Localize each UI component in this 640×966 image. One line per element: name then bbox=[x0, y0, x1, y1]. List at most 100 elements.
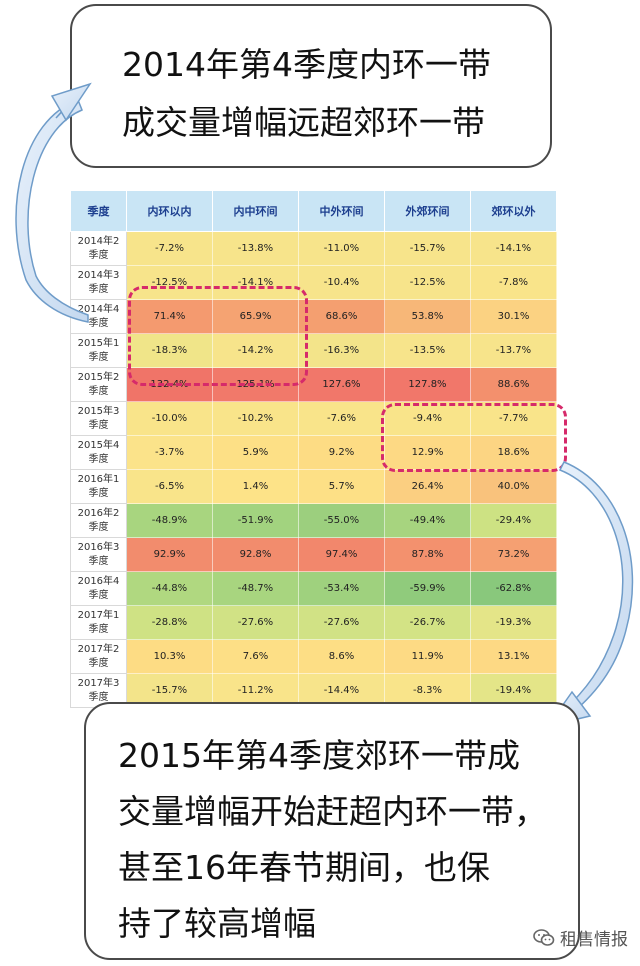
quarter-label: 2015年4 季度 bbox=[70, 435, 127, 470]
growth-cell: -7.8% bbox=[470, 265, 557, 300]
growth-cell: -48.7% bbox=[212, 571, 299, 606]
callout-top-line-1: 2014年第4季度内环一带 bbox=[122, 45, 491, 84]
growth-cell: 92.8% bbox=[212, 537, 299, 572]
quarter-label: 2017年1 季度 bbox=[70, 605, 127, 640]
growth-cell: -15.7% bbox=[384, 231, 471, 266]
quarter-label: 2015年1 季度 bbox=[70, 333, 127, 368]
growth-cell: -62.8% bbox=[470, 571, 557, 606]
growth-cell: -55.0% bbox=[298, 503, 385, 538]
table-row: 2014年2 季度 -7.2% -13.8% -11.0% -15.7% -14.1% bbox=[70, 231, 557, 266]
growth-cell: 127.6% bbox=[298, 367, 385, 402]
growth-cell: -51.9% bbox=[212, 503, 299, 538]
growth-cell: -18.3% bbox=[126, 333, 213, 368]
table-row: 2016年2 季度 -48.9% -51.9% -55.0% -49.4% -29.4% bbox=[70, 503, 557, 538]
growth-cell: 26.4% bbox=[384, 469, 471, 504]
table-row: 2016年3 季度 92.9% 92.8% 97.4% 87.8% 73.2% bbox=[70, 537, 557, 572]
growth-cell: 5.9% bbox=[212, 435, 299, 470]
callout-bottom: 2015年第4季度郊环一带成 交量增幅开始赶超内环一带， 甚至16年春节期间，也… bbox=[84, 702, 580, 960]
growth-cell: 127.8% bbox=[384, 367, 471, 402]
growth-cell: 87.8% bbox=[384, 537, 471, 572]
callout-bottom-line-1: 2015年第4季度郊环一带成 bbox=[118, 736, 520, 775]
callout-bottom-line-3: 甚至16年春节期间，也保 bbox=[118, 848, 490, 887]
growth-cell: 40.0% bbox=[470, 469, 557, 504]
callout-top: 2014年第4季度内环一带 成交量增幅远超郊环一带 bbox=[70, 4, 552, 168]
growth-cell: 8.6% bbox=[298, 639, 385, 674]
growth-cell: -26.7% bbox=[384, 605, 471, 640]
growth-cell: -10.0% bbox=[126, 401, 213, 436]
growth-cell: 10.3% bbox=[126, 639, 213, 674]
table-row: 2014年3 季度 -12.5% -14.1% -10.4% -12.5% -7.8% bbox=[70, 265, 557, 300]
quarterly-growth-table: 季度 内环以内 内中环间 中外环间 外郊环间 郊环以外 2014年2 季度 -7.2% -13.… bbox=[70, 190, 557, 708]
growth-cell: -53.4% bbox=[298, 571, 385, 606]
column-header: 外郊环间 bbox=[384, 190, 471, 232]
growth-cell: -59.9% bbox=[384, 571, 471, 606]
growth-cell: -7.7% bbox=[470, 401, 557, 436]
growth-cell: -44.8% bbox=[126, 571, 213, 606]
growth-cell: -19.3% bbox=[470, 605, 557, 640]
highlight-box-inner-ring bbox=[128, 286, 308, 386]
table-row: 2017年1 季度 -28.8% -27.6% -27.6% -26.7% -19.3% bbox=[70, 605, 557, 640]
column-header: 内中环间 bbox=[212, 190, 299, 232]
wechat-icon bbox=[533, 928, 555, 946]
column-header: 郊环以外 bbox=[470, 190, 557, 232]
growth-cell: -3.7% bbox=[126, 435, 213, 470]
growth-cell: 1.4% bbox=[212, 469, 299, 504]
growth-cell: 92.9% bbox=[126, 537, 213, 572]
growth-cell: -13.5% bbox=[384, 333, 471, 368]
arrow-bottom-icon bbox=[546, 461, 634, 728]
growth-cell: 71.4% bbox=[126, 299, 213, 334]
table-row: 2017年2 季度 10.3% 7.6% 8.6% 11.9% 13.1% bbox=[70, 639, 557, 674]
growth-cell: -10.4% bbox=[298, 265, 385, 300]
watermark-text: 租售情报 bbox=[560, 930, 628, 950]
growth-cell: 97.4% bbox=[298, 537, 385, 572]
callout-bottom-line-2: 交量增幅开始赶超内环一带， bbox=[118, 792, 547, 831]
table-header-row: 季度 内环以内 内中环间 中外环间 外郊环间 郊环以外 bbox=[70, 190, 557, 232]
growth-cell: -49.4% bbox=[384, 503, 471, 538]
table-body: 2014年2 季度 -7.2% -13.8% -11.0% -15.7% -14.1% 201… bbox=[70, 231, 557, 708]
quarter-label: 2014年3 季度 bbox=[70, 265, 127, 300]
growth-cell: -14.1% bbox=[212, 265, 299, 300]
watermark: 租售情报 bbox=[533, 925, 628, 950]
table-row: 2015年1 季度 -18.3% -14.2% -16.3% -13.5% -13.7% bbox=[70, 333, 557, 368]
quarter-label: 2015年2 季度 bbox=[70, 367, 127, 402]
growth-cell: -7.2% bbox=[126, 231, 213, 266]
growth-cell: 7.6% bbox=[212, 639, 299, 674]
growth-cell: 11.9% bbox=[384, 639, 471, 674]
growth-cell: 30.1% bbox=[470, 299, 557, 334]
growth-cell: -13.7% bbox=[470, 333, 557, 368]
growth-cell: 9.2% bbox=[298, 435, 385, 470]
highlight-box-outer-ring bbox=[381, 403, 567, 472]
growth-cell: -13.8% bbox=[212, 231, 299, 266]
table-row: 2014年4 季度 71.4% 65.9% 68.6% 53.8% 30.1% bbox=[70, 299, 557, 334]
growth-cell: -16.3% bbox=[298, 333, 385, 368]
quarterly-growth-table-wrap: 季度 内环以内 内中环间 中外环间 外郊环间 郊环以外 2014年2 季度 -7.2% -13.… bbox=[70, 190, 557, 708]
growth-cell: -14.1% bbox=[470, 231, 557, 266]
growth-cell: -7.6% bbox=[298, 401, 385, 436]
growth-cell: -29.4% bbox=[470, 503, 557, 538]
table-row: 2016年4 季度 -44.8% -48.7% -53.4% -59.9% -62.8% bbox=[70, 571, 557, 606]
growth-cell: -10.2% bbox=[212, 401, 299, 436]
growth-cell: 65.9% bbox=[212, 299, 299, 334]
growth-cell: 73.2% bbox=[470, 537, 557, 572]
callout-bottom-line-4: 持了较高增幅 bbox=[118, 904, 316, 943]
table-row: 2016年1 季度 -6.5% 1.4% 5.7% 26.4% 40.0% bbox=[70, 469, 557, 504]
quarter-label: 2017年2 季度 bbox=[70, 639, 127, 674]
growth-cell: -6.5% bbox=[126, 469, 213, 504]
growth-cell: 5.7% bbox=[298, 469, 385, 504]
quarter-label: 2015年3 季度 bbox=[70, 401, 127, 436]
growth-cell: -11.0% bbox=[298, 231, 385, 266]
growth-cell: 88.6% bbox=[470, 367, 557, 402]
growth-cell: -12.5% bbox=[384, 265, 471, 300]
growth-cell: 68.6% bbox=[298, 299, 385, 334]
growth-cell: 13.1% bbox=[470, 639, 557, 674]
growth-cell: -27.6% bbox=[212, 605, 299, 640]
column-header: 中外环间 bbox=[298, 190, 385, 232]
quarter-label: 2016年1 季度 bbox=[70, 469, 127, 504]
quarter-label: 2016年4 季度 bbox=[70, 571, 127, 606]
growth-cell: -28.8% bbox=[126, 605, 213, 640]
growth-cell: 53.8% bbox=[384, 299, 471, 334]
arrow-top-icon bbox=[15, 82, 92, 323]
callout-top-line-2: 成交量增幅远超郊环一带 bbox=[122, 103, 485, 142]
growth-cell: -48.9% bbox=[126, 503, 213, 538]
growth-cell: -11.2% bbox=[212, 673, 299, 708]
